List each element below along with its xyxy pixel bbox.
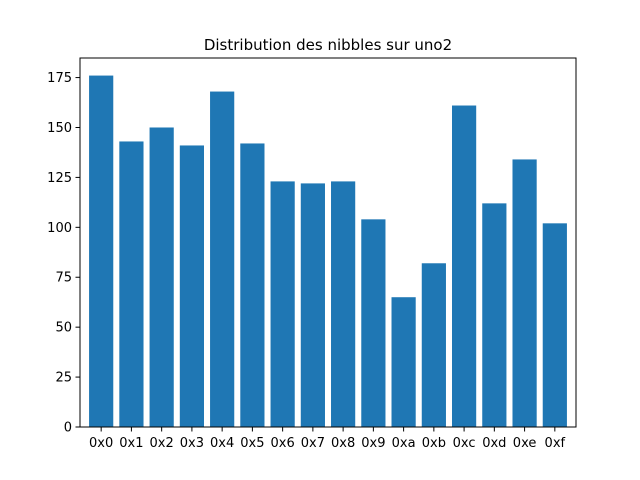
bar-0xa: [391, 297, 416, 427]
x-tick-label: 0xa: [392, 436, 416, 451]
x-tick-label: 0x5: [240, 436, 264, 451]
bar-0xc: [452, 105, 477, 428]
bar-0x2: [149, 127, 174, 428]
bar-0xe: [512, 159, 537, 427]
bar-0x6: [270, 181, 295, 427]
x-tick-label: 0xd: [482, 436, 506, 451]
x-tick-label: 0xf: [545, 436, 566, 451]
x-tick-label: 0x2: [150, 436, 174, 451]
bar-0xf: [542, 223, 567, 427]
bar-0xd: [482, 203, 507, 427]
x-tick-label: 0x6: [271, 436, 295, 451]
x-tick-label: 0x8: [331, 436, 355, 451]
bar-0x5: [240, 143, 265, 427]
y-tick-label: 125: [47, 171, 72, 186]
bar-0x7: [300, 183, 325, 427]
x-tick-label: 0x9: [361, 436, 385, 451]
bar-0xb: [421, 263, 446, 427]
x-tick-label: 0x0: [89, 436, 113, 451]
bar-series: [89, 75, 567, 428]
bar-0x0: [89, 75, 114, 427]
x-tick-label: 0x7: [301, 436, 325, 451]
bar-0x9: [361, 219, 386, 427]
x-tick-label: 0x1: [119, 436, 143, 451]
plot-frame: [79, 57, 577, 428]
x-tick-label: 0xe: [513, 436, 537, 451]
chart-title: Distribution des nibbles sur uno2: [204, 36, 452, 54]
bar-0x1: [119, 141, 144, 427]
x-tick-label: 0xc: [453, 436, 476, 451]
x-tick-label: 0xb: [422, 436, 446, 451]
x-tick-label: 0x3: [180, 436, 204, 451]
y-tick-label: 0: [64, 421, 72, 436]
y-tick-label: 150: [47, 121, 72, 136]
bar-0x8: [331, 181, 356, 427]
y-tick-label: 25: [55, 371, 72, 386]
bar-0x3: [179, 145, 204, 427]
y-tick-label: 175: [47, 71, 72, 86]
axes: 0x0 0x1 0x2 0x3 0x4 0x5 0x6 0x7 0x8 0x9 0xa 0xb 0xc 0…: [47, 57, 577, 451]
bar-0x4: [210, 91, 235, 428]
x-tick-label: 0x4: [210, 436, 234, 451]
y-tick-label: 100: [47, 221, 72, 236]
y-tick-label: 75: [55, 271, 72, 286]
y-tick-label: 50: [55, 321, 72, 336]
